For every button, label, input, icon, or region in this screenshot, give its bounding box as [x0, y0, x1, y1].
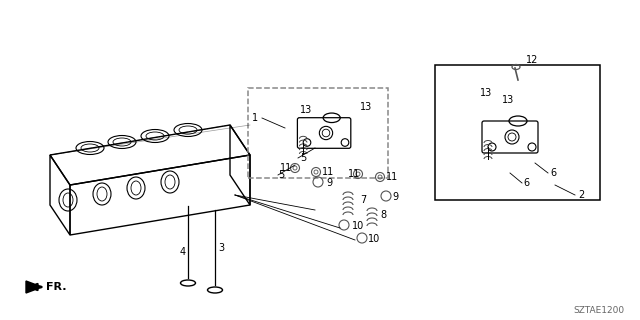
Text: SZTAE1200: SZTAE1200 — [574, 306, 625, 315]
Text: 6: 6 — [523, 178, 529, 188]
Text: 5: 5 — [278, 170, 284, 180]
Text: 9: 9 — [326, 178, 332, 188]
Text: 10: 10 — [368, 234, 380, 244]
Text: 7: 7 — [360, 195, 366, 205]
Text: 11: 11 — [386, 172, 398, 182]
Text: 13: 13 — [502, 95, 515, 105]
Text: 11: 11 — [348, 169, 360, 179]
Text: 12: 12 — [526, 55, 538, 65]
Text: 1: 1 — [252, 113, 258, 123]
Text: 9: 9 — [392, 192, 398, 202]
Text: 5: 5 — [300, 153, 307, 163]
Text: FR.: FR. — [46, 282, 67, 292]
Text: 3: 3 — [218, 243, 224, 253]
Text: 13: 13 — [300, 105, 312, 115]
Text: 4: 4 — [180, 247, 186, 257]
Text: 6: 6 — [550, 168, 556, 178]
Polygon shape — [26, 281, 42, 293]
Text: 13: 13 — [480, 88, 492, 98]
Text: 2: 2 — [578, 190, 584, 200]
Text: 13: 13 — [360, 102, 372, 112]
Bar — [435, 65, 600, 200]
Text: 11: 11 — [280, 163, 292, 173]
Text: 8: 8 — [380, 210, 386, 220]
Text: 11: 11 — [322, 167, 334, 177]
Bar — [248, 88, 388, 178]
Text: 10: 10 — [352, 221, 364, 231]
